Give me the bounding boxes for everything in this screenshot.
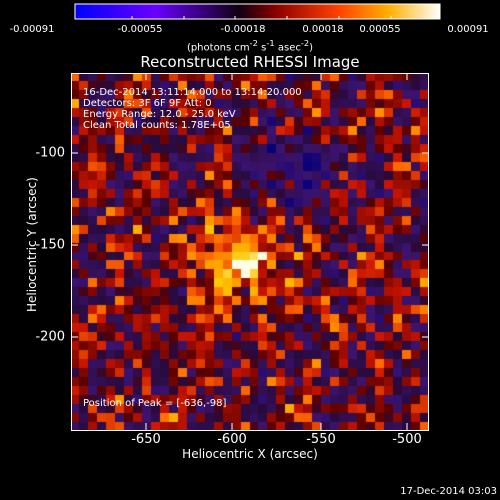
annotation-peak-position: Position of Peak = [-636,-98] (83, 398, 227, 409)
x-tick-label: -650 (131, 432, 161, 447)
colorbar-tick-label: 0.00091 (447, 24, 489, 35)
x-axis-label: Heliocentric X (arcsec) (182, 447, 318, 461)
annotation-time-range: 16-Dec-2014 13:11:14.000 to 13:14:20.000 (83, 87, 302, 98)
annotation-total-counts: Clean Total counts: 1.78E+05 (83, 120, 231, 131)
y-axis-label: Heliocentric Y (arcsec) (25, 177, 39, 312)
colorbar-gradient (74, 3, 441, 20)
y-tick-label: -100 (35, 145, 65, 161)
x-tick-label: -600 (217, 432, 247, 447)
colorbar (74, 3, 441, 20)
colorbar-tick-label: -0.00091 (9, 24, 55, 35)
x-tick-label: -500 (392, 432, 422, 447)
x-tick-label: -550 (306, 432, 336, 447)
y-tick-label: -150 (35, 237, 65, 253)
y-tick-label: -200 (35, 329, 65, 345)
colorbar-tick-label: 0.00018 (302, 24, 344, 35)
colorbar-tick-label: -0.00055 (117, 24, 163, 35)
annotation-detectors: Detectors: 3F 6F 9F Att: 0 (83, 98, 212, 109)
annotation-energy-range: Energy Range: 12.0 - 25.0 keV (83, 109, 236, 120)
image-plot: 16-Dec-2014 13:11:14.000 to 13:14:20.000… (71, 73, 429, 431)
rhessi-image (71, 73, 429, 431)
plot-frame (71, 73, 429, 431)
colorbar-tick-label: 0.00055 (359, 24, 401, 35)
timestamp-footer: 17-Dec-2014 03:03 (400, 486, 497, 497)
colorbar-tick-marks (131, 16, 392, 19)
colorbar-unit-label: (photons cm-2 s-1 asec-2) (186, 38, 314, 54)
page-title: Reconstructed RHESSI Image (140, 53, 360, 71)
colorbar-tick-label: -0.00018 (220, 24, 266, 35)
